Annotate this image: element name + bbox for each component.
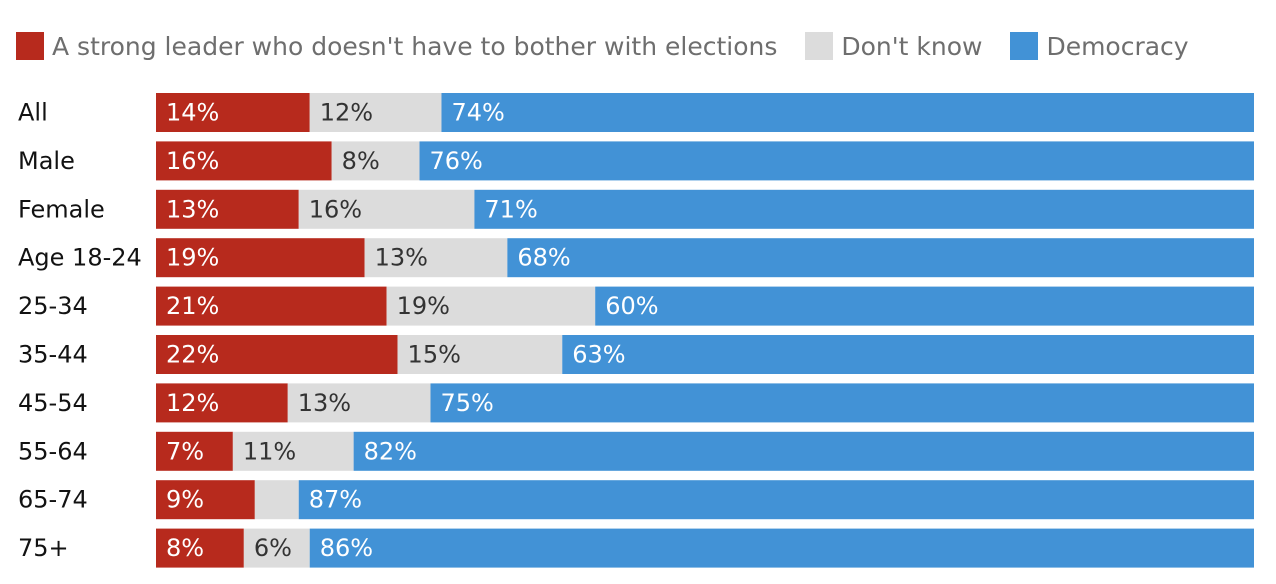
legend-swatch-strong-leader xyxy=(16,32,44,60)
data-label-democracy: 76% xyxy=(430,147,483,175)
category-label: Age 18-24 xyxy=(18,244,142,272)
bar-segment-dont-know xyxy=(254,480,299,520)
bar-segment-democracy xyxy=(562,335,1254,374)
data-label-strong-leader: 12% xyxy=(166,389,219,417)
data-label-dont-know: 16% xyxy=(309,195,362,223)
category-label: 25-34 xyxy=(18,292,88,320)
bar-segment-democracy xyxy=(474,189,1254,229)
data-label-strong-leader: 19% xyxy=(166,244,219,272)
data-label-dont-know: 13% xyxy=(298,389,351,417)
bar-row: 25-34 21% 19% 60% xyxy=(18,286,1254,326)
category-label: All xyxy=(18,99,48,127)
bar-segment-dont-know xyxy=(243,528,310,568)
category-label: 45-54 xyxy=(18,389,88,417)
category-label: 65-74 xyxy=(18,486,88,514)
bar-row: Age 18-24 19% 13% 68% xyxy=(18,238,1254,278)
bar-segment-dont-know xyxy=(287,383,431,423)
bar-segment-dont-know xyxy=(386,286,596,326)
legend-label-dont-know: Don't know xyxy=(841,31,983,61)
data-label-strong-leader: 21% xyxy=(166,292,219,320)
legend-swatch-democracy xyxy=(1010,32,1039,60)
legend-label-democracy: Democracy xyxy=(1046,31,1189,61)
bar-segment-strong-leader xyxy=(156,189,299,229)
bar-row: All 14% 12% 74% xyxy=(18,93,1255,132)
data-label-dont-know: 15% xyxy=(408,341,461,369)
data-label-strong-leader: 22% xyxy=(166,341,219,369)
category-label: Female xyxy=(18,195,105,223)
bar-segment-dont-know xyxy=(397,335,563,374)
data-label-democracy: 75% xyxy=(441,389,494,417)
data-label-dont-know: 6% xyxy=(254,534,292,562)
bar-segment-strong-leader xyxy=(156,431,233,471)
data-label-dont-know: 11% xyxy=(243,437,296,465)
data-label-dont-know: 12% xyxy=(320,99,373,127)
data-label-strong-leader: 8% xyxy=(166,534,204,562)
bar-row: 45-54 12% 13% 75% xyxy=(18,383,1254,423)
bar-row: Male 16% 8% 76% xyxy=(18,141,1254,181)
legend-item-strong-leader: A strong leader who doesn't have to both… xyxy=(16,32,777,61)
bar-row: 35-44 22% 15% 63% xyxy=(18,335,1254,374)
category-label: 35-44 xyxy=(18,341,88,369)
data-label-democracy: 82% xyxy=(364,437,417,465)
bar-segment-strong-leader xyxy=(156,335,398,374)
bar-row: 75+ 8% 6% 86% xyxy=(18,528,1255,568)
data-label-strong-leader: 9% xyxy=(166,486,204,514)
bar-row: 65-74 9% 87% xyxy=(18,480,1254,520)
data-label-democracy: 60% xyxy=(605,292,658,320)
bar-segment-democracy xyxy=(353,431,1254,471)
data-label-dont-know: 19% xyxy=(397,292,450,320)
data-label-strong-leader: 16% xyxy=(166,147,219,175)
bar-segment-dont-know xyxy=(364,238,508,278)
legend: A strong leader who doesn't have to both… xyxy=(16,26,1217,66)
data-label-democracy: 86% xyxy=(320,534,373,562)
data-label-democracy: 71% xyxy=(484,195,537,223)
legend-swatch-dont-know xyxy=(805,32,834,60)
legend-item-dont-know: Don't know xyxy=(805,32,982,61)
data-label-strong-leader: 7% xyxy=(166,437,204,465)
data-label-strong-leader: 14% xyxy=(166,99,219,127)
data-label-democracy: 87% xyxy=(309,486,362,514)
category-label: 75+ xyxy=(18,534,69,562)
data-label-strong-leader: 13% xyxy=(166,195,219,223)
data-label-democracy: 68% xyxy=(517,244,570,272)
bar-segment-democracy xyxy=(507,238,1254,278)
bar-segment-strong-leader xyxy=(156,141,332,181)
bar-segment-democracy xyxy=(298,480,1254,520)
bar-segment-strong-leader xyxy=(156,286,387,326)
data-label-democracy: 74% xyxy=(451,99,504,127)
category-label: 55-64 xyxy=(18,437,88,465)
data-label-dont-know: 13% xyxy=(375,244,428,272)
bar-segment-dont-know xyxy=(232,431,354,471)
bar-row: 55-64 7% 11% 82% xyxy=(18,431,1254,471)
bar-segment-democracy xyxy=(595,286,1254,326)
bar-segment-democracy xyxy=(419,141,1254,181)
bar-segment-democracy xyxy=(441,93,1255,132)
bar-segment-democracy xyxy=(430,383,1254,423)
bar-row: Female 13% 16% 71% xyxy=(18,189,1254,229)
data-label-democracy: 63% xyxy=(572,341,625,369)
bar-segment-strong-leader xyxy=(156,383,288,423)
legend-item-democracy: Democracy xyxy=(1010,31,1189,61)
legend-label-strong-leader: A strong leader who doesn't have to both… xyxy=(52,31,778,61)
bar-segment-dont-know xyxy=(331,141,420,181)
category-label: Male xyxy=(18,147,75,175)
bar-segment-dont-know xyxy=(309,93,442,132)
bar-segment-strong-leader xyxy=(156,238,365,278)
bar-segment-strong-leader xyxy=(156,93,310,132)
bar-segment-dont-know xyxy=(298,189,475,229)
bar-segment-strong-leader xyxy=(156,528,244,568)
bar-segment-strong-leader xyxy=(156,480,255,520)
bar-segment-democracy xyxy=(309,528,1255,568)
data-label-dont-know: 8% xyxy=(342,147,380,175)
